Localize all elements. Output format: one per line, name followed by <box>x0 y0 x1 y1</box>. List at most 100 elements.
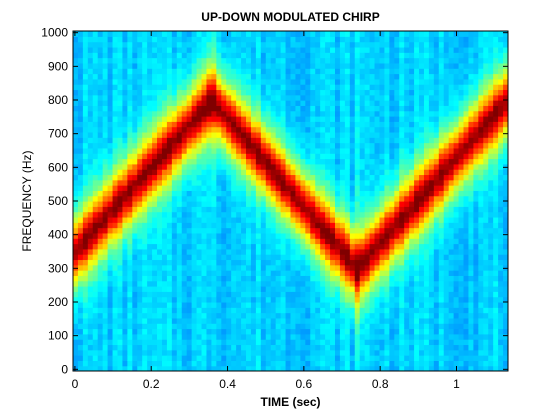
heatmap-cell <box>330 238 336 245</box>
heatmap-cell <box>325 254 331 261</box>
heatmap-cell <box>423 179 430 186</box>
heatmap-cell <box>87 307 94 314</box>
heatmap-cell <box>433 195 440 202</box>
heatmap-cell <box>280 131 287 138</box>
heatmap-cell <box>255 365 262 371</box>
heatmap-cell <box>364 365 371 371</box>
heatmap-cell <box>211 270 217 276</box>
heatmap-cell <box>419 84 425 91</box>
heatmap-cell <box>255 238 262 245</box>
heatmap-cell <box>443 116 450 122</box>
heatmap-cell <box>241 243 247 250</box>
heatmap-cell <box>334 89 341 96</box>
heatmap-cell <box>152 296 158 303</box>
heatmap-cell <box>102 291 109 298</box>
heatmap-cell <box>404 344 410 351</box>
heatmap-cell <box>453 216 460 223</box>
heatmap-cell <box>330 169 336 176</box>
heatmap-cell <box>330 89 336 96</box>
heatmap-cell <box>152 301 158 308</box>
heatmap-cell <box>305 328 311 335</box>
heatmap-cell <box>77 201 84 207</box>
heatmap-cell <box>275 291 282 298</box>
heatmap-cell <box>241 291 247 298</box>
heatmap-cell <box>290 259 297 266</box>
heatmap-cell <box>73 232 79 239</box>
heatmap-cell <box>107 254 114 261</box>
heatmap-cell <box>236 259 242 266</box>
heatmap-cell <box>191 339 198 346</box>
heatmap-cell <box>414 36 420 43</box>
heatmap-cell <box>157 206 163 213</box>
heatmap-cell <box>428 153 435 160</box>
heatmap-cell <box>196 126 203 133</box>
heatmap-cell <box>369 137 376 144</box>
heatmap-cell <box>117 355 124 361</box>
heatmap-cell <box>112 238 119 245</box>
heatmap-cell <box>404 121 410 128</box>
heatmap-cell <box>122 360 128 367</box>
heatmap-cell <box>315 179 321 186</box>
heatmap-cell <box>250 301 257 308</box>
heatmap-cell <box>82 248 89 255</box>
heatmap-cell <box>137 31 143 37</box>
heatmap-cell <box>107 296 114 303</box>
heatmap-cell <box>265 36 272 43</box>
heatmap-cell <box>246 222 252 229</box>
heatmap-cell <box>409 158 415 165</box>
heatmap-cell <box>171 232 178 239</box>
heatmap-cell <box>226 163 232 170</box>
heatmap-cell <box>290 291 297 298</box>
heatmap-cell <box>206 147 213 154</box>
heatmap-cell <box>300 328 306 335</box>
heatmap-cell <box>394 31 400 37</box>
heatmap-cell <box>339 206 346 213</box>
heatmap-cell <box>419 36 425 43</box>
heatmap-cell <box>384 57 390 64</box>
heatmap-cell <box>186 270 193 276</box>
heatmap-cell <box>295 360 301 367</box>
heatmap-cell <box>285 73 292 80</box>
heatmap-cell <box>157 126 163 133</box>
heatmap-cell <box>423 137 430 144</box>
heatmap-cell <box>295 339 301 346</box>
heatmap-cell <box>285 195 292 202</box>
heatmap-cell <box>236 280 242 287</box>
heatmap-cell <box>379 280 386 287</box>
heatmap-cell <box>196 68 203 75</box>
heatmap-cell <box>260 52 267 59</box>
heatmap-cell <box>369 190 376 197</box>
heatmap-cell <box>394 291 400 298</box>
heatmap-cell <box>265 52 272 59</box>
heatmap-cell <box>404 333 410 340</box>
heatmap-cell <box>364 84 371 91</box>
heatmap-cell <box>379 317 386 324</box>
heatmap-cell <box>137 41 143 48</box>
heatmap-cell <box>423 147 430 154</box>
heatmap-cell <box>161 243 168 250</box>
heatmap-cell <box>92 121 99 128</box>
heatmap-cell <box>132 105 138 112</box>
heatmap-cell <box>137 254 143 261</box>
heatmap-cell <box>176 216 183 223</box>
heatmap-cell <box>147 62 153 69</box>
heatmap-cell <box>147 78 153 85</box>
heatmap-cell <box>320 116 326 122</box>
heatmap-cell <box>270 163 277 170</box>
heatmap-cell <box>186 291 193 298</box>
heatmap-cell <box>379 339 386 346</box>
heatmap-cell <box>374 62 381 69</box>
heatmap-cell <box>246 355 252 361</box>
heatmap-cell <box>438 116 445 122</box>
heatmap-cell <box>112 232 119 239</box>
heatmap-cell <box>315 153 321 160</box>
heatmap-cell <box>112 153 119 160</box>
heatmap-cell <box>359 238 366 245</box>
heatmap-cell <box>384 201 390 207</box>
heatmap-cell <box>73 328 79 335</box>
heatmap-cell <box>394 365 400 371</box>
heatmap-cell <box>419 179 425 186</box>
heatmap-cell <box>443 275 450 282</box>
heatmap-cell <box>102 248 109 255</box>
heatmap-cell <box>122 286 128 292</box>
